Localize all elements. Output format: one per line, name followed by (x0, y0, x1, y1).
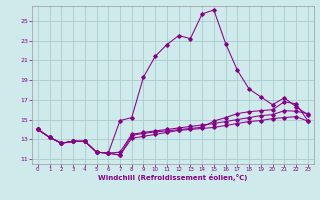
X-axis label: Windchill (Refroidissement éolien,°C): Windchill (Refroidissement éolien,°C) (98, 174, 247, 181)
